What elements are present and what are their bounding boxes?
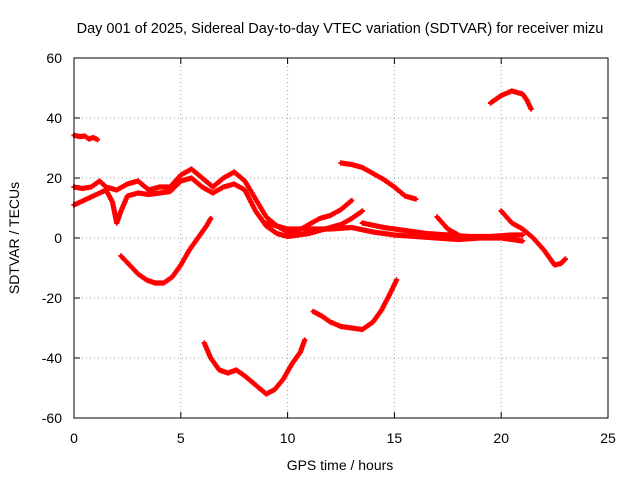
chart-title: Day 001 of 2025, Sidereal Day-to-day VTE… xyxy=(77,21,604,37)
y-axis-label: SDTVAR / TECUs xyxy=(6,182,22,294)
x-tick-label: 10 xyxy=(280,430,296,446)
data-point xyxy=(302,337,308,343)
x-tick-label: 15 xyxy=(387,430,403,446)
x-tick-label: 20 xyxy=(493,430,509,446)
data-point xyxy=(413,196,419,202)
series-track-low-deep xyxy=(201,337,308,397)
x-tick-label: 5 xyxy=(177,430,185,446)
series-track-upper-mid xyxy=(338,160,419,202)
series-track-top-right xyxy=(487,88,534,112)
series-track-dip-15 xyxy=(118,215,214,286)
x-tick-label: 25 xyxy=(600,430,616,446)
data-point xyxy=(359,208,365,214)
y-tick-label: 40 xyxy=(46,110,62,126)
data-point xyxy=(519,238,526,244)
y-tick-label: 0 xyxy=(54,230,62,246)
y-tick-label: -20 xyxy=(42,290,62,306)
series-track-right-drop xyxy=(498,208,568,268)
grid-lines xyxy=(74,58,608,418)
data-points xyxy=(71,88,568,397)
data-point xyxy=(94,137,101,143)
y-tick-label: -40 xyxy=(42,350,62,366)
series-track-peak-17 xyxy=(434,214,462,238)
series-track-cluster-high xyxy=(71,166,355,235)
data-point xyxy=(349,197,355,204)
axis-ticks: 0 5 10 15 20 25 -60 -40 -20 0 20 40 60 xyxy=(42,50,616,446)
x-axis-label: GPS time / hours xyxy=(287,457,394,473)
y-tick-label: -60 xyxy=(42,410,62,426)
series-track-mid-descending xyxy=(359,220,526,240)
y-tick-label: 20 xyxy=(46,170,62,186)
data-point xyxy=(528,106,534,112)
x-tick-label: 0 xyxy=(70,430,78,446)
data-point xyxy=(455,232,462,238)
y-tick-label: 60 xyxy=(46,50,62,66)
data-point xyxy=(562,256,568,262)
data-point xyxy=(519,232,526,238)
series-track-top-left xyxy=(71,132,101,143)
data-point xyxy=(393,277,400,283)
series-track-low-mid xyxy=(310,277,400,333)
data-point xyxy=(208,215,214,222)
